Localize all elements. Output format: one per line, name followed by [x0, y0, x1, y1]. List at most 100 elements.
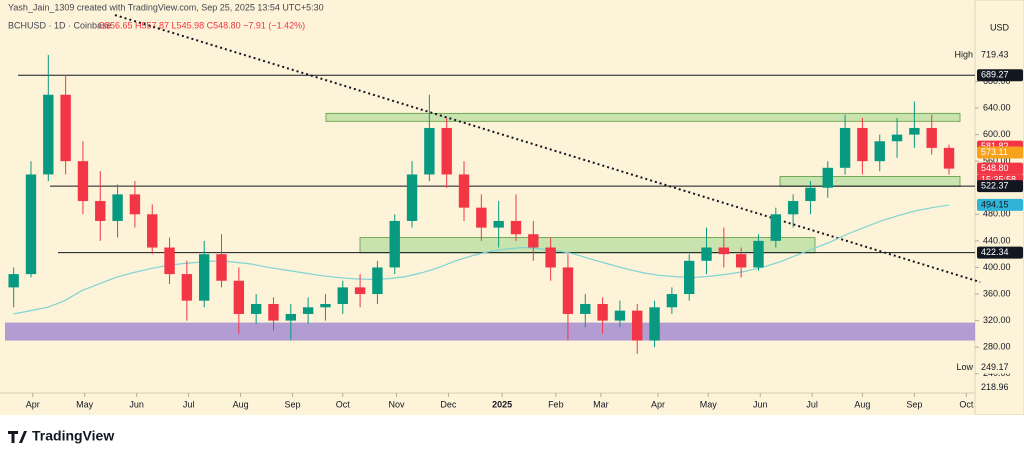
candle-body: [129, 194, 141, 215]
candle-body: [562, 267, 574, 314]
candle-body: [701, 247, 712, 261]
candle-body: [597, 303, 608, 321]
candle-body: [268, 303, 279, 321]
price-label-text: 522.37: [981, 181, 1009, 191]
candle-body: [302, 307, 314, 314]
candle-body: [95, 201, 106, 221]
symbol: BCHUSD · 1D · Coinbase: [8, 20, 112, 30]
zone: [325, 112, 961, 122]
candle-body: [233, 280, 245, 314]
y-tick-label: 440.00: [983, 235, 1011, 245]
y-tick-label: 400.00: [983, 262, 1011, 272]
candle-body: [874, 141, 885, 162]
price-label-text: 548.80: [981, 163, 1009, 173]
x-tick-label: Sep: [285, 399, 301, 409]
candle-body: [666, 294, 678, 308]
candle-body: [649, 307, 660, 341]
candle-body: [943, 147, 955, 169]
candle-body: [320, 303, 331, 308]
trend-line: [114, 14, 981, 284]
x-tick-label: Oct: [959, 399, 974, 409]
price-label: [977, 49, 1023, 62]
candle-body: [787, 201, 799, 215]
x-tick-label: Jun: [753, 399, 768, 409]
candle-body: [926, 127, 937, 148]
candle-body: [545, 247, 556, 268]
x-tick-label: Dec: [440, 399, 457, 409]
candle-body: [805, 187, 816, 202]
y-tick-label: 480.00: [983, 209, 1011, 219]
candle-body: [839, 127, 851, 168]
candle-body: [632, 310, 643, 341]
candle-body: [406, 174, 418, 221]
candle-body: [8, 274, 19, 288]
x-tick-label: Mar: [593, 399, 609, 409]
x-tick-label: Apr: [651, 399, 665, 409]
candle-body: [424, 127, 435, 175]
price-label: [977, 198, 1023, 211]
candle-body: [510, 220, 522, 235]
candle-body: [684, 260, 695, 295]
x-tick-label: Oct: [336, 399, 351, 409]
credit: Yash_Jain_1309 created with TradingView.…: [8, 2, 324, 12]
logo: [8, 431, 27, 443]
brand: TradingView: [32, 428, 114, 444]
price-label-text: 249.17: [981, 362, 1009, 372]
zone: [779, 176, 961, 187]
x-tick-label: Apr: [26, 399, 40, 409]
x-tick-label: Aug: [233, 399, 249, 409]
y-tick-label: 640.00: [983, 102, 1011, 112]
x-tick-label: Jul: [183, 399, 195, 409]
y-tick-label: 280.00: [983, 342, 1011, 352]
candle-body: [891, 134, 903, 142]
y-tick-label: 600.00: [983, 129, 1011, 139]
x-tick-label: Nov: [388, 399, 405, 409]
price-tag: High: [954, 50, 973, 60]
candle-body: [441, 127, 452, 175]
candle-body: [718, 247, 730, 255]
candle-body: [25, 174, 37, 275]
candle-body: [43, 94, 54, 175]
candle-body: [147, 214, 158, 248]
candle-body: [753, 240, 764, 268]
price-label-text: 218.96: [981, 382, 1009, 392]
countdown: 15:35:58: [981, 174, 1016, 184]
candle-body: [389, 220, 400, 268]
candle-body: [250, 303, 262, 314]
price-label: [977, 69, 1023, 82]
x-tick-label: Jun: [129, 399, 144, 409]
candle-body: [60, 94, 71, 162]
price-label-text: 581.82: [981, 141, 1009, 151]
currency: USD: [990, 22, 1010, 32]
candle-body: [822, 167, 833, 188]
price-label: [977, 162, 1023, 175]
y-tick-label: 320.00: [983, 315, 1011, 325]
price-label-text: 422.34: [981, 247, 1009, 257]
candle-body: [199, 254, 210, 301]
price-label-text: 689.27: [981, 70, 1009, 80]
candle-body: [337, 287, 348, 304]
footer: [0, 415, 1024, 456]
candle-body: [216, 254, 227, 281]
price-label-text: 719.43: [981, 50, 1009, 60]
x-tick-label: May: [76, 399, 94, 409]
countdown-box: [977, 174, 1023, 186]
candle-body: [476, 207, 487, 228]
zone: [5, 322, 975, 341]
candle-body: [735, 254, 747, 268]
price-label: [977, 361, 1023, 374]
candle-body: [354, 287, 366, 295]
x-tick-label: 2025: [492, 399, 512, 409]
price-label: [977, 246, 1023, 259]
x-tick-label: May: [700, 399, 718, 409]
candle-body: [181, 274, 193, 301]
zone: [359, 237, 816, 254]
candle-body: [458, 174, 470, 208]
candle-body: [528, 234, 539, 248]
candle-body: [77, 161, 89, 202]
price-tag: Low: [956, 362, 973, 372]
candle-body: [580, 303, 591, 314]
price-label-text: 494.15: [981, 199, 1009, 209]
y-tick-label: 560.00: [983, 156, 1011, 166]
